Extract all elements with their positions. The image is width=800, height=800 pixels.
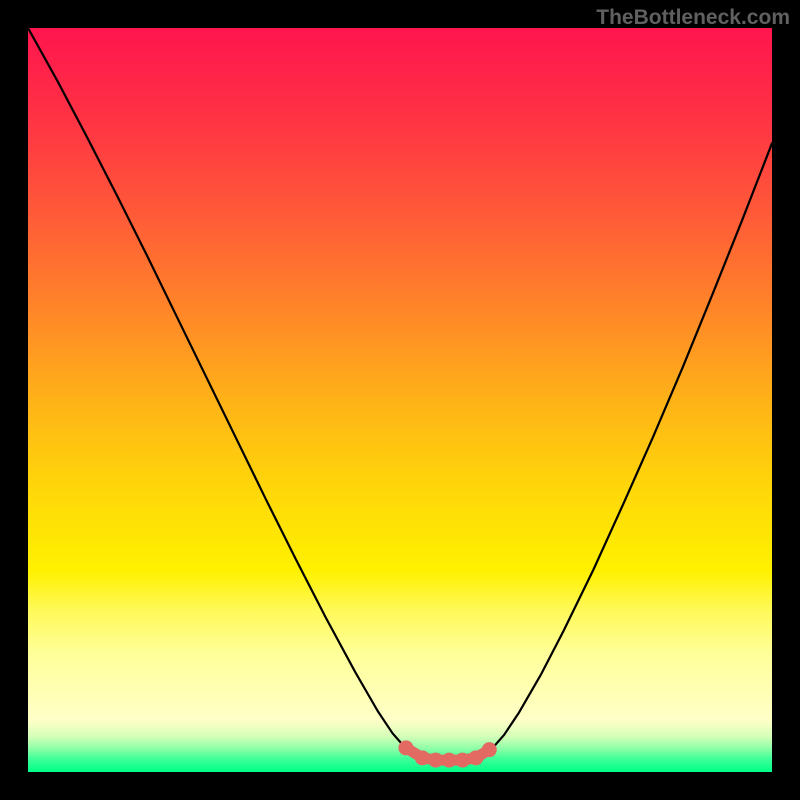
plot-area <box>28 28 772 772</box>
highlight-dot <box>482 742 497 757</box>
highlight-dot <box>415 750 430 765</box>
watermark-text: TheBottleneck.com <box>596 6 790 30</box>
highlight-dot <box>428 753 443 768</box>
highlight-dot <box>468 750 483 765</box>
highlight-dot <box>398 740 413 755</box>
highlight-dot <box>455 753 470 768</box>
chart-container: TheBottleneck.com <box>0 0 800 800</box>
highlight-dot <box>442 753 457 768</box>
gradient-background <box>28 28 772 772</box>
chart-svg <box>28 28 772 772</box>
